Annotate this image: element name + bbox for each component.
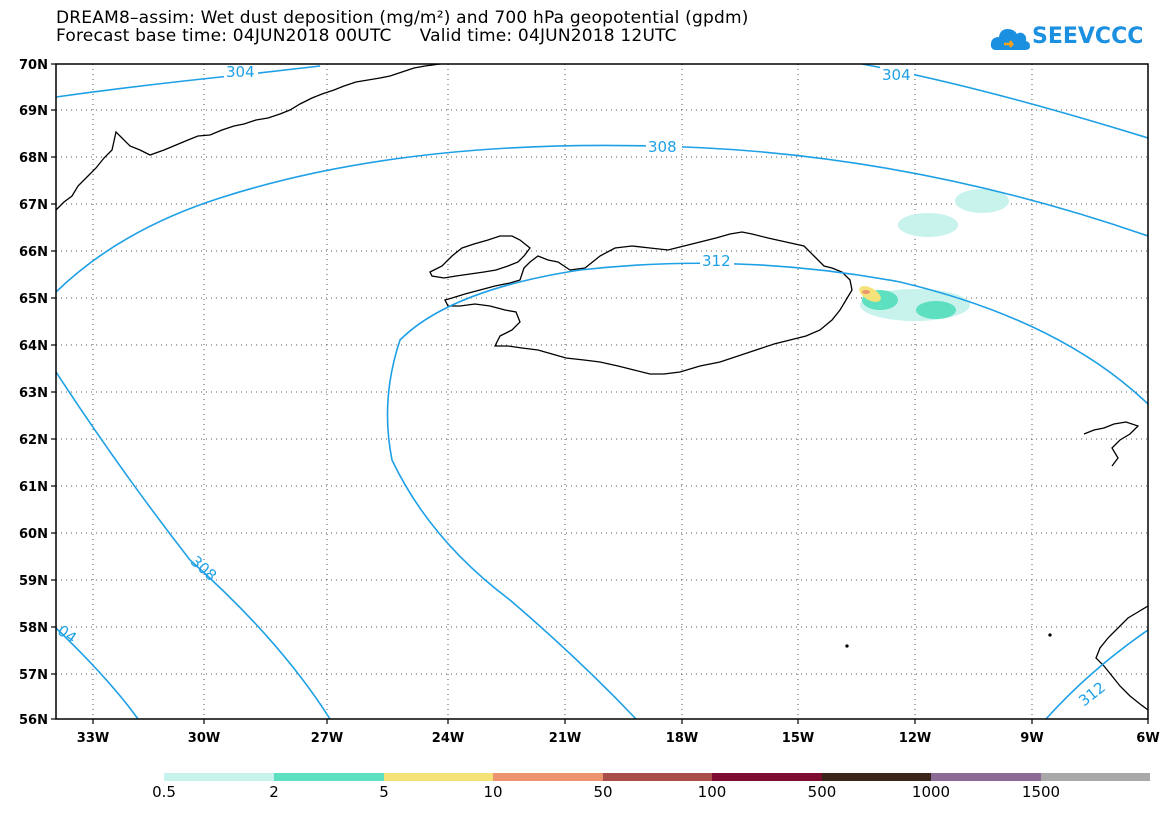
lat-label: 64N (19, 339, 48, 354)
lat-label: 68N (19, 151, 48, 166)
contour-label: 312 (702, 252, 731, 270)
contour-304-north-west (55, 65, 321, 98)
iceland-westfjords (429, 235, 531, 279)
dust-area-0.5 (955, 189, 1009, 213)
lat-label: 66N (19, 245, 48, 260)
contour-308-north (55, 144, 1149, 293)
lat-label: 58N (19, 621, 48, 636)
legend-label: 0.5 (152, 783, 176, 801)
contour-labels: 304 304 308 308 312 04 312 (54, 63, 1109, 710)
dust-deposition-areas (859, 189, 1009, 321)
lat-label: 57N (19, 668, 48, 683)
legend-label: 100 (697, 783, 727, 801)
lat-label: 59N (19, 574, 48, 589)
lon-label: 6W (1136, 731, 1159, 746)
lon-label: 33W (77, 731, 109, 746)
legend-colorbar (164, 773, 1150, 781)
legend-swatch (603, 773, 712, 781)
legend-label: 2 (269, 783, 279, 801)
lon-label: 18W (666, 731, 698, 746)
legend-label: 50 (593, 783, 613, 801)
contour-308-southwest (55, 371, 331, 720)
legend-swatch (384, 773, 493, 781)
chart-subtitle: Forecast base time: 04JUN2018 00UTC Vali… (56, 26, 677, 46)
lat-label: 63N (19, 386, 48, 401)
lon-label: 21W (549, 731, 581, 746)
dust-area-5 (859, 286, 881, 302)
chart-title: DREAM8–assim: Wet dust deposition (mg/m²… (56, 8, 749, 28)
lat-label: 67N (19, 198, 48, 213)
rockall-point (845, 644, 849, 648)
lat-label: 60N (19, 527, 48, 542)
contour-312-southeast (1045, 629, 1149, 720)
lon-label: 30W (188, 731, 220, 746)
latitude-labels: 70N 69N 68N 67N 66N 65N 64N 63N 62N 61N … (19, 58, 48, 728)
lat-label: 70N (19, 58, 48, 73)
island-point (1048, 633, 1052, 637)
lon-label: 27W (311, 731, 343, 746)
lon-label: 15W (782, 731, 814, 746)
legend-swatch (274, 773, 384, 781)
tick-marks (51, 63, 1149, 724)
faroe-islands (1083, 421, 1140, 467)
contour-label: 304 (882, 66, 911, 84)
longitude-labels: 33W 30W 27W 24W 21W 18W 15W 12W 9W 6W (77, 731, 1160, 746)
lat-label: 65N (19, 292, 48, 307)
contour-label: 304 (226, 63, 255, 81)
legend-swatch (822, 773, 931, 781)
cloud-logo-icon (990, 29, 1030, 50)
legend-swatch (493, 773, 603, 781)
legend-swatch (931, 773, 1041, 781)
contour-label: 308 (648, 138, 677, 156)
logo-text: SEEVCCC (1032, 24, 1144, 49)
scotland-coast (1095, 605, 1149, 711)
dust-area-0.5 (898, 213, 958, 237)
legend-label: 5 (379, 783, 389, 801)
greenland-coast (55, 63, 441, 211)
coastlines (55, 63, 1149, 711)
legend-swatch (712, 773, 822, 781)
legend-label: 500 (807, 783, 837, 801)
legend-label: 1000 (911, 783, 951, 801)
legend-label: 10 (483, 783, 503, 801)
lon-label: 24W (432, 731, 464, 746)
dust-area-2 (916, 301, 956, 319)
lat-label: 62N (19, 433, 48, 448)
iceland-coast (444, 231, 853, 375)
contour-label: 04 (54, 621, 80, 647)
dust-area-10 (862, 290, 870, 294)
lon-label: 9W (1020, 731, 1043, 746)
lat-label: 61N (19, 480, 48, 495)
legend-swatch (164, 773, 274, 781)
lat-label: 69N (19, 104, 48, 119)
lat-label: 56N (19, 713, 48, 728)
grid-lines (56, 64, 1148, 719)
legend-swatch (1041, 773, 1150, 781)
lon-label: 12W (899, 731, 931, 746)
contour-304-southwest (55, 627, 139, 720)
legend-label: 1500 (1021, 783, 1061, 801)
contour-312-main (386, 262, 1149, 720)
